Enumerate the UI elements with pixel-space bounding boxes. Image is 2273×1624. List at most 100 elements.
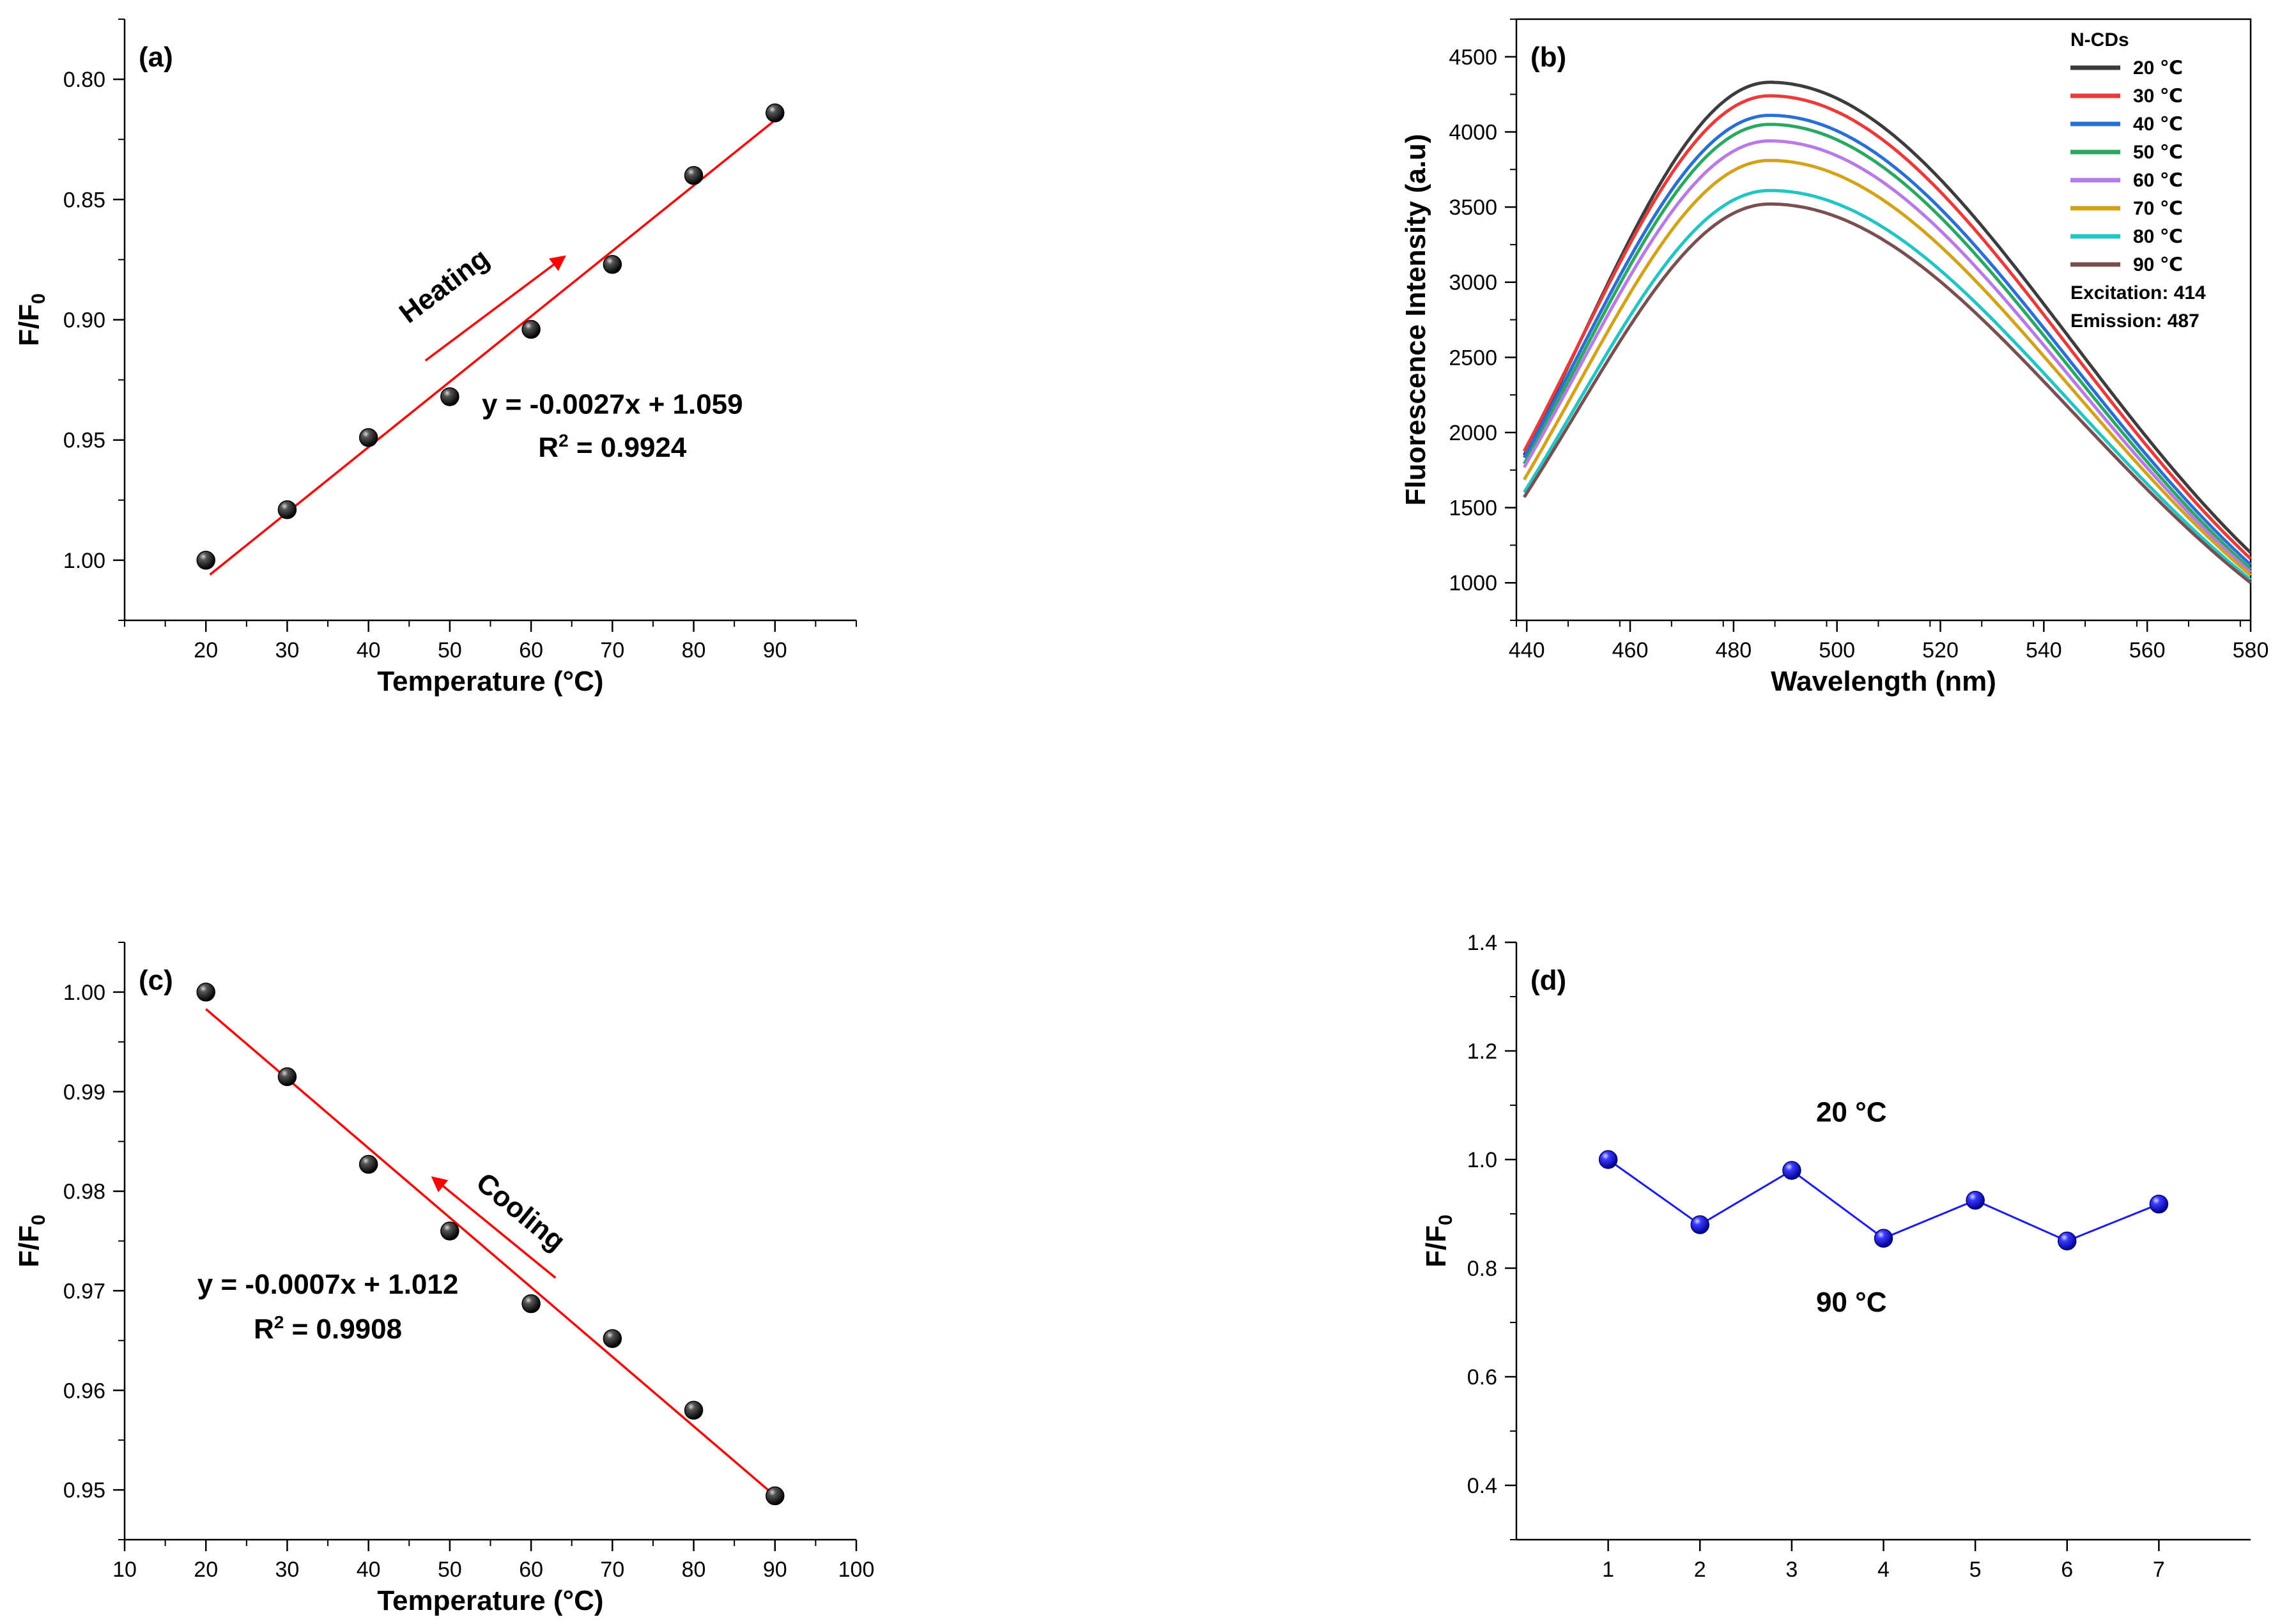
x-tick-label: 90 [763, 638, 787, 663]
y-tick-label: 4000 [1449, 120, 1497, 144]
cycle-line [1607, 1158, 2159, 1243]
x-tick-label: 480 [1715, 638, 1752, 663]
x-tick-label: 60 [519, 1558, 543, 1582]
x-tick-label: 50 [438, 1558, 462, 1582]
data-point [684, 1400, 704, 1420]
legend-entry: 20 ℃ [2133, 57, 2183, 79]
data-point [603, 255, 622, 274]
r-squared-value: = 0.9908 [284, 1314, 402, 1345]
data-point [196, 983, 215, 1002]
linear-fit-line [205, 1008, 776, 1497]
y-axis-title: F/F0 [13, 293, 49, 346]
panel-label: (c) [139, 965, 173, 996]
y-tick-label: 0.95 [63, 429, 105, 453]
data-point [358, 1154, 378, 1174]
spectrum-line [1522, 114, 2252, 566]
cycle-point [1782, 1161, 1801, 1180]
y-tick-label: 1.00 [63, 549, 105, 573]
spectrum-line [1522, 94, 2252, 560]
x-tick-label: 5 [1969, 1558, 1982, 1582]
y-tick-label: 0.95 [63, 1478, 105, 1503]
y-tick-label: 1500 [1449, 496, 1497, 521]
y-tick-label: 0.4 [1467, 1474, 1497, 1498]
spectrum-line [1522, 139, 2252, 574]
x-tick-label: 20 [194, 638, 218, 663]
y-tick-label: 0.99 [63, 1080, 105, 1105]
fit-equation: y = -0.0027x + 1.059 [482, 388, 743, 420]
legend-entry: 70 ℃ [2133, 198, 2183, 219]
panel-c-points-group [196, 983, 785, 1506]
cycle-point [1690, 1215, 1709, 1234]
panel-c-fit-line-group [205, 1008, 776, 1497]
y-axis-title: F/F0 [1421, 1214, 1456, 1268]
x-tick-label: 580 [2233, 638, 2269, 663]
spectrum-line [1522, 158, 2252, 577]
panel-b-series-group [1522, 80, 2252, 585]
cycle-point [2058, 1231, 2077, 1251]
panel-a-annotations: Heating y = -0.0027x + 1.059 R2 = 0.9924 [394, 243, 743, 464]
data-point [766, 1486, 785, 1506]
x-tick-label: 30 [275, 1558, 300, 1582]
r-squared-value: = 0.9924 [569, 432, 687, 463]
y-axis-title-main: F/F [13, 1225, 45, 1268]
panel-a-fit-line-group [209, 119, 776, 576]
data-point [766, 103, 785, 123]
r-squared-symbol: R [254, 1314, 274, 1345]
panel-c-axes: 10 20 30 40 50 60 70 80 90 1000.950.960.970.980.9… [13, 942, 874, 1616]
x-tick-label: 70 [600, 638, 624, 663]
y-tick-label: 0.8 [1467, 1257, 1497, 1281]
x-tick-label: 7 [2153, 1558, 2165, 1582]
x-tick-label: 540 [2026, 638, 2062, 663]
trend-label: Cooling [470, 1167, 571, 1257]
panel-d-axes: 1 2 3 4 5 6 7 0.4 0.6 0.8 1.0 1.2 1.4 F/F0 (d) [1421, 931, 2251, 1582]
panel-label: (d) [1530, 965, 1566, 996]
x-axis-title: Temperature (°C) [377, 1585, 603, 1616]
linear-fit-line [209, 119, 776, 576]
data-point [277, 1067, 297, 1087]
y-tick-label: 1.4 [1467, 931, 1497, 955]
legend-entry: 30 ℃ [2133, 86, 2183, 107]
data-point [196, 551, 215, 570]
spectrum-line [1522, 188, 2252, 581]
trend-arrow [431, 1176, 557, 1279]
y-axis-title: Fluorescence Intensity (a.u) [1400, 134, 1431, 506]
data-point [440, 387, 459, 406]
x-tick-label: 460 [1612, 638, 1649, 663]
panel-label: (a) [139, 42, 173, 73]
legend-entry: 50 ℃ [2133, 142, 2183, 163]
data-point [684, 165, 704, 185]
cycle-point [2149, 1194, 2169, 1214]
y-tick-label: 2500 [1449, 346, 1497, 370]
x-tick-label: 1 [1602, 1558, 1614, 1582]
y-axis-title: F/F0 [13, 1214, 49, 1268]
r-squared-symbol: R [538, 432, 559, 463]
y-tick-label: 1.2 [1467, 1039, 1497, 1064]
y-tick-label: 0.6 [1467, 1365, 1497, 1390]
data-point [521, 1294, 541, 1314]
y-axis-title-subscript: 0 [28, 293, 49, 304]
data-point [358, 428, 378, 447]
x-axis-title: Wavelength (nm) [1771, 666, 1996, 697]
x-axis-title: Temperature (°C) [377, 666, 603, 697]
x-tick-label: 70 [600, 1558, 624, 1582]
x-tick-label: 560 [2129, 638, 2166, 663]
chart-panel-d: 1 2 3 4 5 6 7 0.4 0.6 0.8 1.0 1.2 1.4 F/F0 (d) 20 °C 90… [1421, 931, 2251, 1582]
x-tick-label: 40 [357, 638, 381, 663]
y-axis-title-main: F/F [1421, 1225, 1452, 1268]
trend-arrow [424, 255, 566, 362]
y-tick-label: 0.80 [63, 68, 105, 92]
x-tick-label: 500 [1819, 638, 1855, 663]
y-tick-label: 0.90 [63, 309, 105, 333]
panel-c-annotations: Cooling y = -0.0007x + 1.012 R2 = 0.9908 [197, 1167, 571, 1345]
temperature-annotation: 20 °C [1816, 1097, 1887, 1128]
x-tick-label: 3 [1785, 1558, 1798, 1582]
x-tick-label: 50 [438, 638, 462, 663]
y-tick-label: 4500 [1449, 45, 1497, 70]
y-tick-label: 2000 [1449, 421, 1497, 445]
x-tick-label: 30 [275, 638, 300, 663]
y-axis-title-main: F/F [13, 304, 45, 346]
x-tick-label: 20 [194, 1558, 218, 1582]
legend-entry: 40 ℃ [2133, 114, 2183, 135]
trend-label: Heating [394, 243, 495, 330]
y-tick-label: 1000 [1449, 571, 1497, 595]
